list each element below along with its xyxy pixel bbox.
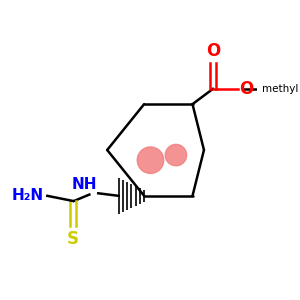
Text: S: S [67, 230, 79, 248]
Text: O: O [206, 42, 220, 60]
Text: H₂N: H₂N [11, 188, 43, 203]
Text: O: O [240, 80, 254, 98]
Text: NH: NH [71, 177, 97, 192]
Text: methyl: methyl [262, 84, 298, 94]
Circle shape [165, 144, 187, 166]
Circle shape [137, 147, 164, 173]
